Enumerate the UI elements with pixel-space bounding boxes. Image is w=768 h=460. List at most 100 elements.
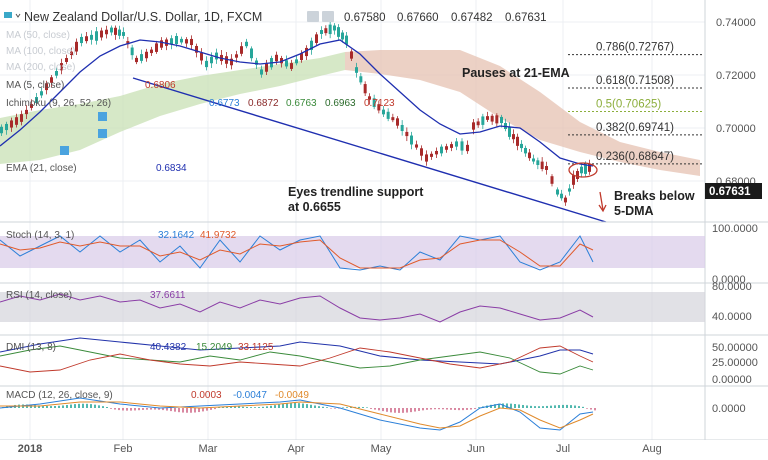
macd-bar: [246, 406, 248, 408]
candle-body: [508, 127, 511, 137]
ma5-label[interactable]: MA (5, close): [6, 80, 64, 91]
chevron-down-icon[interactable]: [15, 13, 21, 18]
fibonacci-retracement[interactable]: 0.786(0.72767) 0.618(0.71508) 0.5(0.70625)…: [568, 42, 702, 165]
fib-label-2: 0.5(0.70625): [596, 98, 661, 110]
macd-bar: [326, 407, 328, 408]
macd-bar: [358, 406, 360, 408]
candle-body: [5, 123, 8, 131]
ema21-line: [0, 39, 594, 167]
macd-bar: [38, 405, 40, 408]
macd-bar: [398, 408, 400, 413]
candle-body: [540, 161, 544, 170]
candle-body: [440, 146, 443, 154]
time-tick-apr: Apr: [287, 443, 304, 455]
ema21-value: 0.6834: [156, 163, 187, 174]
eye-icon[interactable]: [307, 11, 319, 22]
macd-bar: [298, 403, 300, 408]
macd-bar: [546, 405, 548, 408]
candle-body: [568, 188, 571, 192]
rsi-label[interactable]: RSI (14, close): [6, 290, 72, 301]
candle-body: [337, 27, 340, 37]
candle-body: [105, 29, 108, 35]
macd-bar: [526, 405, 528, 408]
ma50-label[interactable]: MA (50, close): [6, 30, 70, 41]
candle-body: [245, 41, 248, 47]
price-axis[interactable]: [705, 0, 768, 440]
macd-bar: [350, 407, 352, 408]
macd-bar: [306, 404, 308, 408]
annotation-breaks-line2[interactable]: 5-DMA: [614, 204, 654, 218]
fib-label-0: 0.786(0.72767): [596, 42, 674, 54]
macd-bar: [230, 406, 232, 408]
macd-bar: [554, 405, 556, 408]
macd-bar: [342, 407, 344, 408]
ma200-label[interactable]: MA (200, close): [6, 62, 75, 73]
time-axis[interactable]: [0, 440, 768, 457]
candle-body: [320, 30, 323, 34]
settings-icon[interactable]: [322, 11, 334, 22]
annotation-pauses[interactable]: Pauses at 21-EMA: [462, 66, 570, 80]
candle-body: [265, 62, 268, 72]
macd-bar: [198, 408, 200, 413]
macd-bar: [110, 408, 112, 409]
ma100-label[interactable]: MA (100, close): [6, 46, 75, 57]
kumo-bullish-area: [0, 52, 345, 164]
last-price-badge: [705, 183, 762, 199]
kumo-bearish-area: [345, 50, 700, 176]
macd-bar: [530, 405, 532, 408]
macd-bar: [506, 403, 508, 408]
candle-body: [30, 104, 33, 108]
macd-bar: [166, 408, 168, 411]
macd-bar: [594, 408, 596, 411]
dmi-adx-line: [0, 337, 594, 365]
stoch-label[interactable]: Stoch (14, 3, 1): [6, 230, 74, 241]
candle-body: [40, 91, 43, 96]
settings-toggle-icon[interactable]: [98, 129, 107, 138]
candle-body: [225, 56, 228, 64]
macd-bar: [62, 405, 64, 408]
candle-body: [324, 28, 328, 34]
candle-body: [481, 116, 485, 125]
macd-bar: [302, 403, 304, 408]
macd-bar: [490, 404, 492, 408]
macd-bar: [142, 408, 144, 410]
macd-bar: [334, 408, 336, 409]
close-toggle-icon[interactable]: [60, 146, 69, 155]
ichimoku-label[interactable]: Ichimoku (9, 26, 52, 26): [6, 98, 111, 109]
time-tick-jun: Jun: [467, 443, 485, 455]
fib-label-1: 0.618(0.71508): [596, 75, 674, 87]
annotation-eyes-line1[interactable]: Eyes trendline support: [288, 185, 424, 199]
trendline-support[interactable]: [132, 77, 607, 223]
candle-body: [255, 60, 258, 65]
candle-body: [55, 70, 58, 76]
ohlc-high: 0.67660: [397, 12, 439, 24]
macd-bar: [402, 408, 404, 413]
candle-body: [516, 136, 519, 146]
candle-body: [290, 63, 293, 69]
symbol-title[interactable]: New Zealand Dollar/U.S. Dollar, 1D, FXCM: [24, 10, 262, 24]
macd-bar: [258, 407, 260, 408]
macd-bar: [74, 404, 76, 408]
annotation-breaks-line1[interactable]: Breaks below: [614, 189, 695, 203]
ichimoku-lead2: 0.7123: [364, 98, 395, 109]
macd-bar: [566, 404, 568, 408]
candle-body: [280, 58, 283, 64]
highlight-ellipse[interactable]: [568, 162, 598, 178]
candle-body: [415, 144, 418, 148]
annotation-eyes-line2[interactable]: at 0.6655: [288, 200, 341, 214]
ema21-label[interactable]: EMA (21, close): [6, 163, 77, 174]
candle-body: [300, 53, 303, 61]
candle-body: [235, 54, 238, 58]
rsi-tick-80: 80.0000: [712, 281, 752, 293]
macd-label[interactable]: MACD (12, 26, close, 9): [6, 390, 113, 401]
visibility-toggle-icon[interactable]: [98, 112, 107, 121]
dmi-label[interactable]: DMI (13, 8): [6, 342, 56, 353]
macd-bar: [250, 407, 252, 408]
candle-body: [445, 146, 448, 150]
candle-body: [10, 120, 13, 128]
candle-body: [240, 46, 243, 54]
dmi-adx-value: 40.4382: [150, 342, 187, 353]
candle-body: [345, 35, 348, 45]
macd-bar: [474, 408, 476, 409]
